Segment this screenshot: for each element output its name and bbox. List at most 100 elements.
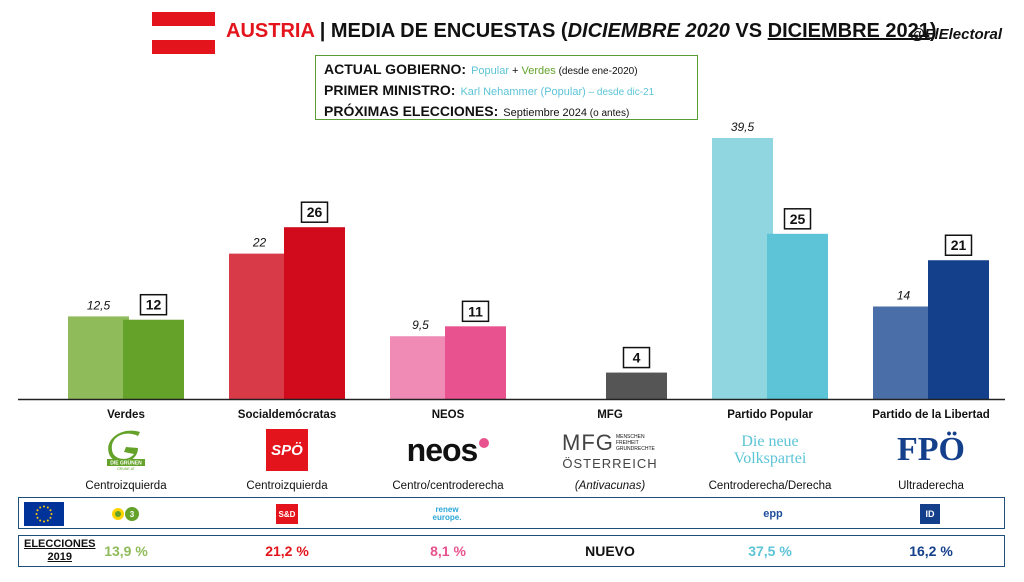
label-2020-socialdem-cratas: 22 [252,236,267,250]
elections-label-line1: ELECCIONES [24,538,96,550]
bar-2021-neos [445,326,506,399]
flag-stripe-middle [152,26,215,40]
gov-plus: + [509,65,522,77]
ovp-ideology: Centroderecha/Derecha [708,480,832,492]
next-date: Septiembre 2024 [503,107,588,119]
id-group-logo: ID [920,504,940,524]
label-2021-socialdem-cratas: 26 [307,204,323,220]
mfg-logo-side: MENSCHEN FREIHEIT GRUNDRECHTE [615,433,655,452]
bar-2021-partido-de-la-libertad [928,260,989,399]
label-box-2021-partido-popular [783,208,812,230]
next-label: PRÓXIMAS ELECCIONES: [324,103,499,119]
title-end: ) [929,20,937,42]
label-2021-partido-de-la-libertad: 21 [951,237,967,253]
epp-logo: epp [763,508,783,520]
ovp-logo-sub: Volkspartei [733,450,807,467]
label-2020-neos: 9,5 [412,318,429,332]
mfg-result-2019: NUEVO [585,543,635,559]
next-note: (o antes) [587,108,630,119]
twitter-handle: @ElElectoral [909,26,1002,43]
neos-ideology: Centro/centroderecha [392,480,504,492]
label-2020-partido-popular: 39,5 [731,120,755,134]
title-date-2020: DICIEMBRE 2020 [567,20,730,42]
bar-2021-partido-popular [767,233,828,399]
gov-party-2: Verdes [521,65,556,77]
fpo-logo-text: FPÖ [897,431,965,468]
label-2020-partido-de-la-libertad: 14 [897,288,911,302]
neos-logo-text: neos [406,431,479,468]
party-name-fpo: Partido de la Libertad [872,409,990,421]
verdes-logo-sub: GRÜNE.AT [117,467,136,471]
label-box-2021-verdes [139,293,168,316]
label-box-2021-mfg [622,346,651,369]
label-2021-neos: 11 [468,303,483,319]
label-2021-partido-popular: 25 [790,211,806,227]
verdes-g-shape [108,430,140,463]
fpo-ideology: Ultraderecha [898,480,964,492]
party-name-ovp: Partido Popular [727,409,813,421]
gov-label: ACTUAL GOBIERNO: [324,61,467,77]
sd-group-logo: S&D [276,504,298,524]
label-box-2021-socialdem-cratas [300,201,329,223]
country-name: AUSTRIA [226,20,315,42]
flag-stripe-bottom [152,40,215,54]
neos-result-2019: 8,1 % [430,543,466,559]
flag-stripe-top [152,12,215,26]
renew-europe-logo: renew europe. [432,505,462,522]
pm-label: PRIMER MINISTRO: [324,82,456,98]
party-name-mfg: MFG [597,409,623,421]
fpo-logo: FPÖ [851,428,1011,472]
bar-2020-verdes [68,316,129,399]
party-name-spo: Socialdemócratas [237,409,337,421]
greens-efa-icon: 3 [112,507,139,521]
info-government: ACTUAL GOBIERNO: Popular + Verdes (desde … [324,60,689,81]
pm-since: – desde dic-21 [585,87,655,98]
ovp-logo: Die neue Volkspartei [690,428,850,472]
elections-label-line2: 2019 [47,551,72,563]
spo-logo-text: SPÖ [266,429,308,471]
page-title: AUSTRIA | MEDIA DE ENCUESTAS (DICIEMBRE … [226,20,937,43]
spo-logo: SPÖ [207,428,367,472]
neos-dot [479,438,490,448]
info-next-elections: PRÓXIMAS ELECCIONES: Septiembre 2024 (o a… [324,102,689,123]
austria-flag [152,12,215,54]
eu-stars-icon [35,505,53,523]
bar-2021-mfg [606,372,667,399]
verdes-ideology: Centroizquierda [85,480,167,492]
neos-logo: neos [368,428,528,472]
mfg-logo-sub: ÖSTERREICH [562,455,658,471]
ovp-logo-text: Die neue [741,433,799,450]
mfg-ideology: (Antivacunas) [574,480,646,492]
bar-2020-socialdem-cratas [229,253,290,399]
bar-2020-neos [390,336,451,399]
party-name-neos: NEOS [431,409,465,421]
label-2021-mfg: 4 [633,350,641,366]
label-box-2021-neos [461,300,490,323]
title-main: MEDIA DE ENCUESTAS ( [330,20,568,42]
title-date-2021: DICIEMBRE 2021 [767,20,930,42]
eu-groups-bar [18,497,1005,529]
info-prime-minister: PRIMER MINISTRO: Karl Nehammer (Popular) … [324,81,689,102]
bar-chart: 12,5 12 22 26 9,5 11 4 39,5 25 14 21 [18,120,1005,401]
party-name-verdes: Verdes [107,409,145,421]
gov-party-1: Popular [471,65,509,77]
fpo-result-2019: 16,2 % [909,543,953,559]
gov-since: (desde ene-2020) [555,66,638,77]
verdes-logo: DIE GRÜNEN GRÜNE.AT [46,428,206,472]
label-2021-verdes: 12 [146,297,162,313]
ovp-result-2019: 37,5 % [748,543,792,559]
bar-2021-socialdem-cratas [284,227,345,399]
elections-2019-bar [18,535,1005,567]
elections-2019-label: ELECCIONES 2019 [24,538,96,564]
title-vs: VS [729,20,768,42]
pm-name: Karl Nehammer (Popular) [460,86,586,98]
verdes-banner [107,459,145,466]
mfg-logo: MFG MENSCHEN FREIHEIT GRUNDRECHTE ÖSTERR… [530,428,690,472]
bar-2020-partido-popular [712,138,773,399]
title-separator: | [314,20,331,42]
label-2020-verdes: 12,5 [87,298,111,312]
spo-ideology: Centroizquierda [246,480,328,492]
info-box: ACTUAL GOBIERNO: Popular + Verdes (desde … [315,55,698,120]
spo-result-2019: 21,2 % [265,543,309,559]
eu-flag-icon [24,502,64,526]
